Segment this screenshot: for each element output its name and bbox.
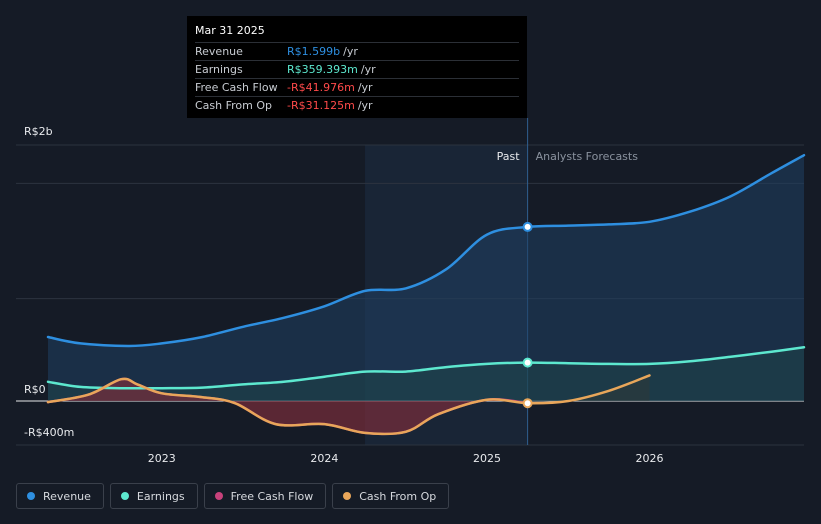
forecast-label: Analysts Forecasts xyxy=(536,150,639,163)
tooltip-unit: /yr xyxy=(357,99,373,112)
legend-item-revenue[interactable]: Revenue xyxy=(16,483,104,509)
y-tick-label: R$0 xyxy=(24,383,46,396)
tooltip-label: Revenue xyxy=(195,45,243,58)
axis-labels: R$2b R$0 -R$400m 2023 2024 2025 2026 Past Analys… xyxy=(24,125,664,465)
line-cash-from-op xyxy=(46,374,651,436)
tooltip-unit: /yr xyxy=(357,81,373,94)
tooltip-value: -R$31.125m xyxy=(287,99,355,112)
area-free-cash-flow xyxy=(48,378,528,435)
tooltip-label: Earnings xyxy=(195,63,243,76)
legend-item-free-cash-flow[interactable]: Free Cash Flow xyxy=(203,483,327,509)
marker-revenue xyxy=(522,221,533,232)
legend-item-earnings[interactable]: Earnings xyxy=(109,483,198,509)
legend-dot-icon xyxy=(120,492,129,500)
tooltip-label: Cash From Op xyxy=(195,99,273,112)
legend-item-cash-from-op[interactable]: Cash From Op xyxy=(332,483,450,509)
x-tick-label: 2023 xyxy=(148,452,176,465)
x-tick-label: 2024 xyxy=(310,452,338,465)
legend-label: Earnings xyxy=(136,489,185,503)
y-tick-label: -R$400m xyxy=(24,426,74,439)
legend: Revenue Earnings Free Cash Flow Cash Fro… xyxy=(16,483,450,509)
x-tick-label: 2025 xyxy=(473,452,501,465)
tooltip-date: Mar 31 2025 xyxy=(195,24,265,37)
x-tick-label: 2026 xyxy=(636,452,664,465)
area-revenue xyxy=(48,155,804,401)
past-label: Past xyxy=(497,150,521,163)
legend-dot-icon xyxy=(214,492,223,500)
tooltip-label: Free Cash Flow xyxy=(195,81,278,94)
marker-cash-from-op xyxy=(522,398,533,409)
tooltip-value: R$1.599b xyxy=(287,45,341,58)
legend-label: Free Cash Flow xyxy=(230,489,314,503)
legend-dot-icon xyxy=(343,492,352,500)
legend-label: Revenue xyxy=(43,489,91,503)
legend-dot-icon xyxy=(27,492,35,500)
tooltip-value: R$359.393m xyxy=(287,63,358,76)
series-markers xyxy=(522,221,533,409)
series-lines xyxy=(46,153,806,436)
tooltip-value: -R$41.976m xyxy=(287,81,355,94)
line-earnings xyxy=(46,345,806,390)
tooltip-row-earnings: Earnings R$359.393m /yr xyxy=(195,60,519,78)
tooltip-unit: /yr xyxy=(360,63,376,76)
tooltip-unit: /yr xyxy=(343,45,358,58)
tooltip-row-free-cash-flow: Free Cash Flow -R$41.976m /yr xyxy=(195,78,519,96)
tooltip-row-cash-from-op: Cash From Op -R$31.125m /yr xyxy=(195,96,519,114)
tooltip: Mar 31 2025 Revenue R$1.599b /yr Earning… xyxy=(187,16,527,118)
tooltip-row-revenue: Revenue R$1.599b /yr xyxy=(195,42,519,60)
y-tick-label: R$2b xyxy=(24,125,53,138)
legend-label: Cash From Op xyxy=(359,489,437,503)
line-revenue xyxy=(46,153,806,348)
marker-earnings xyxy=(522,357,533,368)
